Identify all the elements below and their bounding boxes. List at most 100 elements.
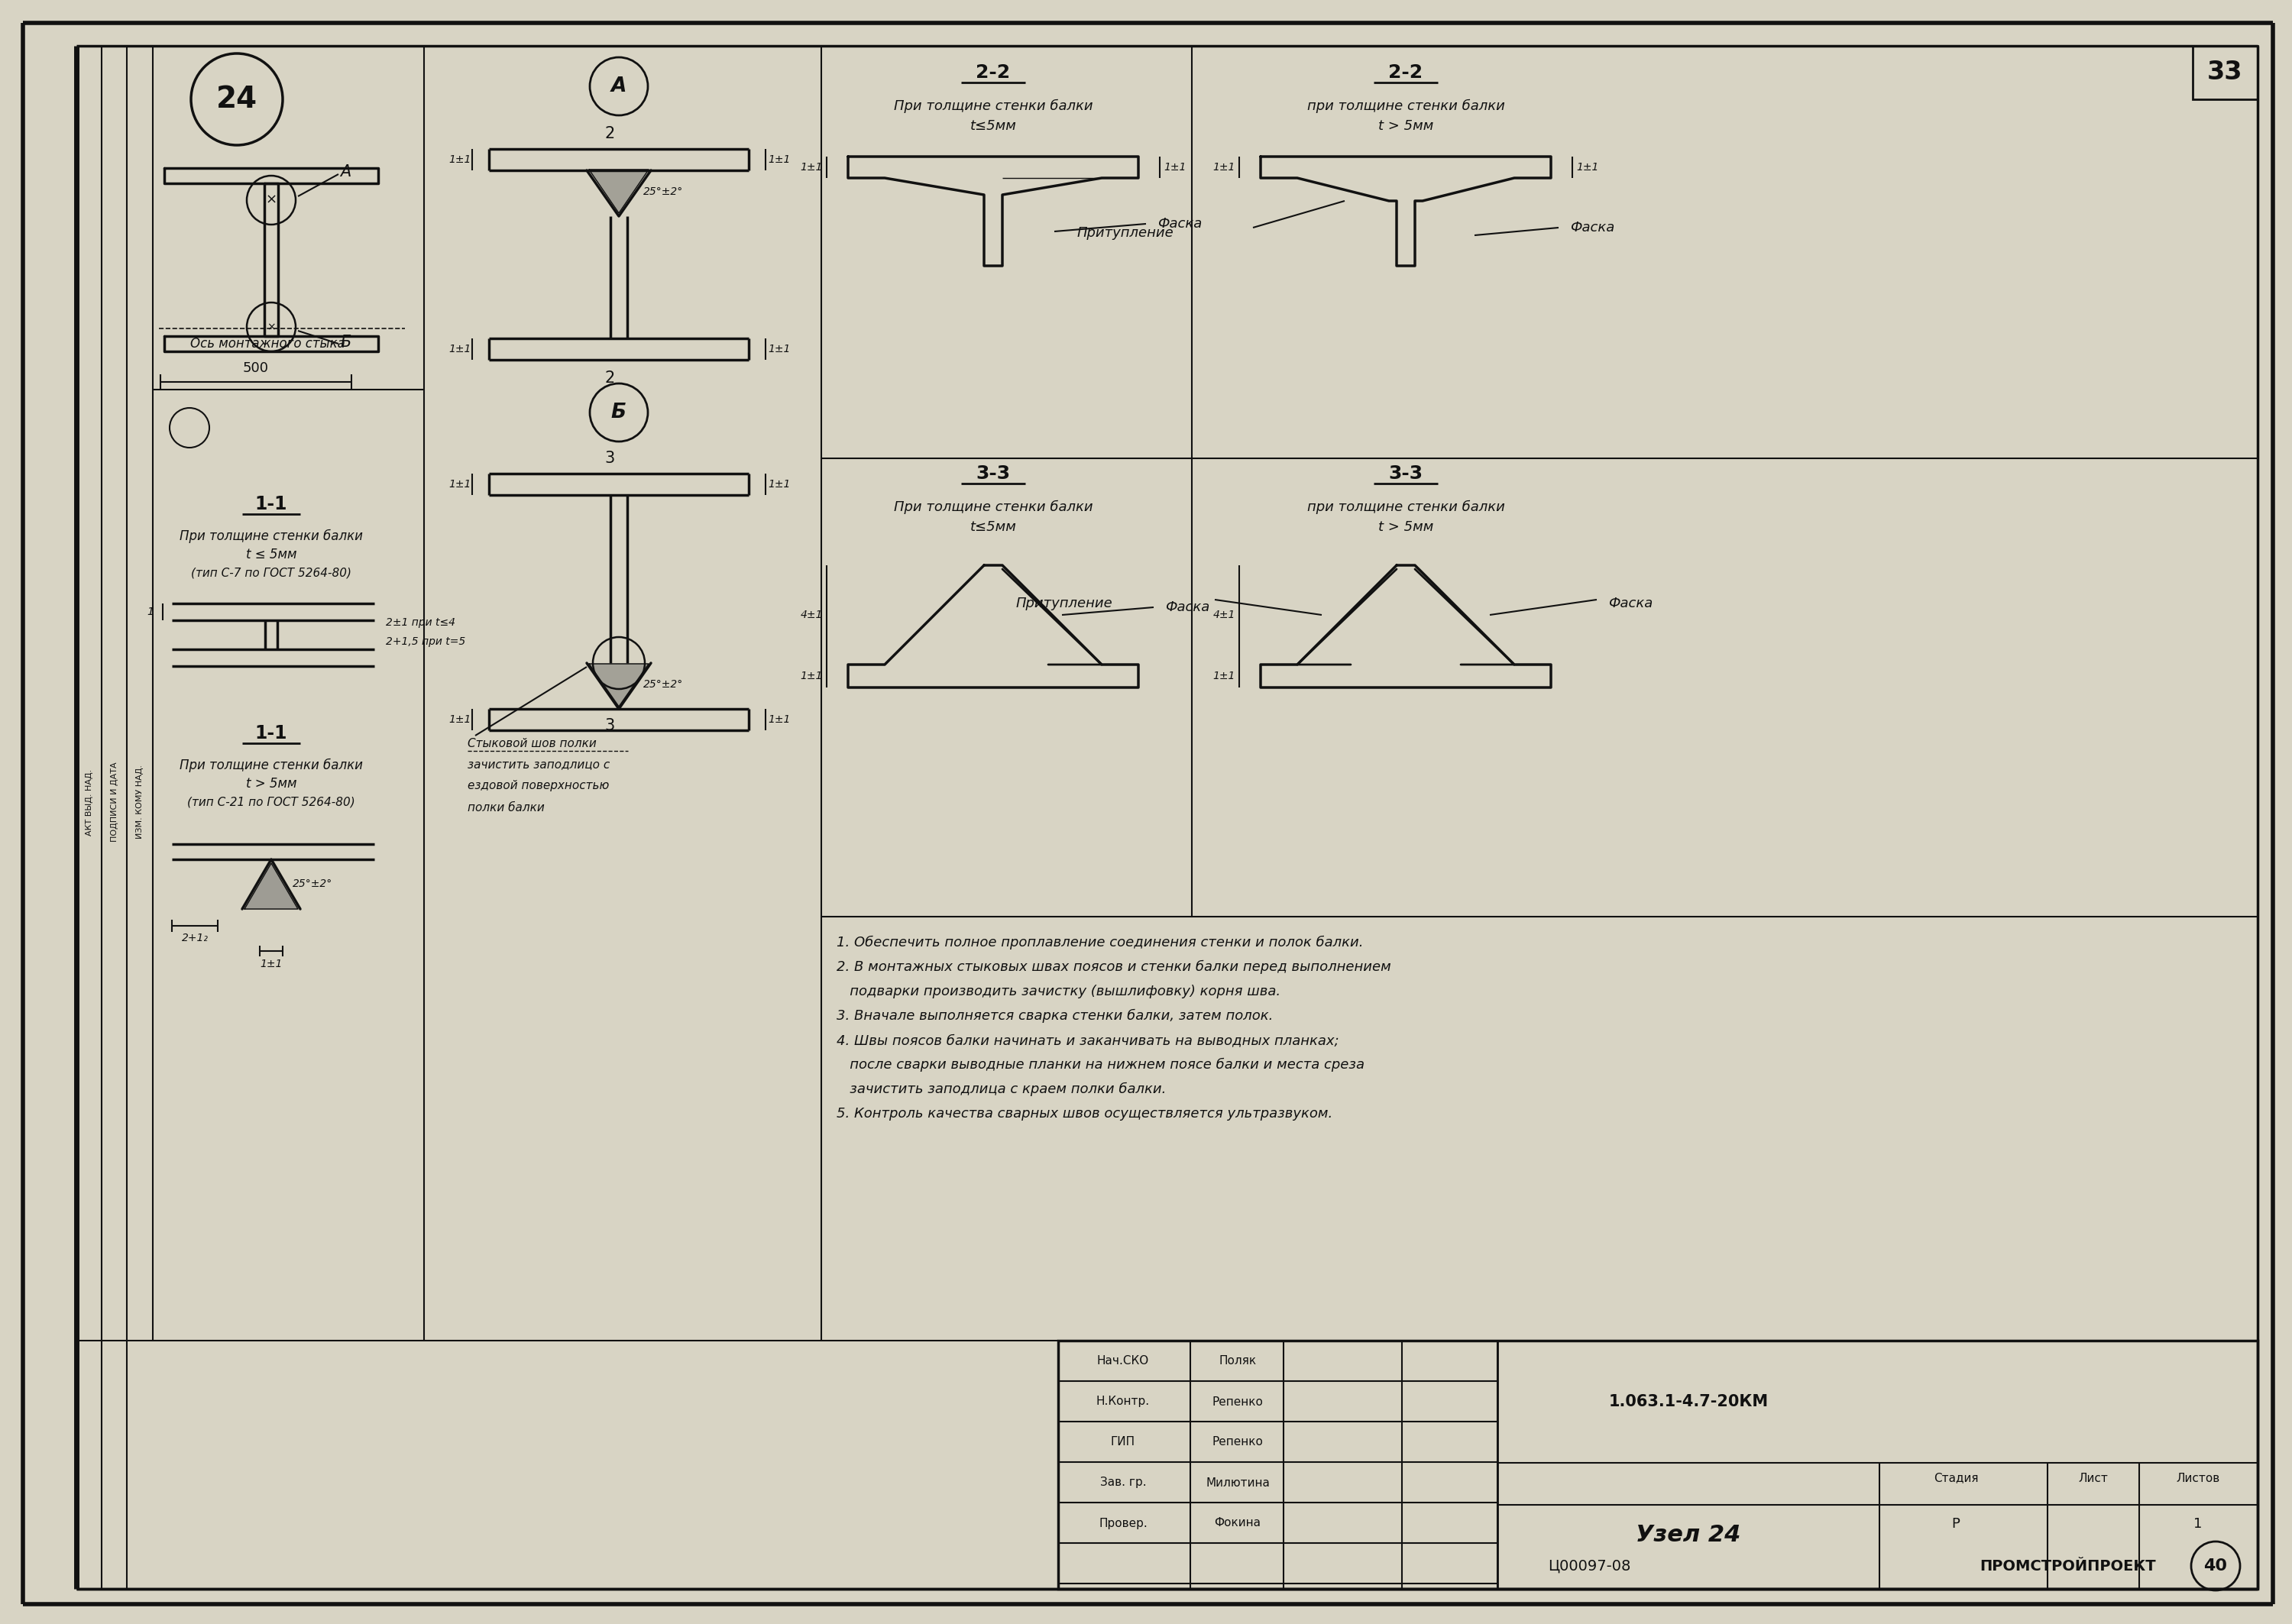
Text: 1.063.1-4.7-20КМ: 1.063.1-4.7-20КМ xyxy=(1609,1393,1769,1410)
Text: 3: 3 xyxy=(605,718,614,734)
Text: 5. Контроль качества сварных швов осуществляется ультразвуком.: 5. Контроль качества сварных швов осущес… xyxy=(837,1108,1332,1121)
Text: 1: 1 xyxy=(147,606,154,617)
Text: ×: × xyxy=(266,193,277,206)
Text: Нач.СКО: Нач.СКО xyxy=(1098,1356,1148,1367)
Text: Зав. гр.: Зав. гр. xyxy=(1100,1476,1146,1489)
Text: 1±1: 1±1 xyxy=(1212,162,1235,172)
Bar xyxy=(2193,45,2258,99)
Text: Ось монтажного стыка: Ось монтажного стыка xyxy=(190,336,344,351)
Text: Притупление: Притупление xyxy=(1015,596,1114,611)
Text: При толщине стенки балки: При толщине стенки балки xyxy=(894,99,1093,114)
Text: При толщине стенки балки: При толщине стенки балки xyxy=(179,529,362,542)
Text: ×: × xyxy=(266,322,275,333)
Text: Фаска: Фаска xyxy=(1609,596,1653,611)
Text: 1±1: 1±1 xyxy=(1212,671,1235,682)
Text: t > 5мм: t > 5мм xyxy=(245,776,296,791)
Text: 1-1: 1-1 xyxy=(254,495,286,513)
Text: 1±1: 1±1 xyxy=(1577,162,1600,172)
Text: 1±1: 1±1 xyxy=(768,154,791,166)
Text: Узел 24: Узел 24 xyxy=(1636,1525,1742,1546)
Text: Репенко: Репенко xyxy=(1212,1437,1263,1449)
Text: 2+1₂: 2+1₂ xyxy=(181,932,209,944)
Text: Репенко: Репенко xyxy=(1212,1397,1263,1408)
Bar xyxy=(1059,1340,2258,1588)
Text: Н.Контр.: Н.Контр. xyxy=(1096,1397,1151,1408)
Text: 40: 40 xyxy=(2205,1559,2228,1574)
Text: при толщине стенки балки: при толщине стенки балки xyxy=(1306,99,1504,114)
Text: А: А xyxy=(612,76,626,96)
Text: (тип С-21 по ГОСТ 5264-80): (тип С-21 по ГОСТ 5264-80) xyxy=(188,796,355,807)
Text: t≤5мм: t≤5мм xyxy=(970,119,1015,133)
Text: 1±1: 1±1 xyxy=(449,344,472,354)
Text: 1±1: 1±1 xyxy=(449,715,472,724)
Text: 2-2: 2-2 xyxy=(1389,63,1423,81)
Text: 1±1: 1±1 xyxy=(768,715,791,724)
Text: 2. В монтажных стыковых швах поясов и стенки балки перед выполнением: 2. В монтажных стыковых швах поясов и ст… xyxy=(837,960,1391,974)
Text: 25°±2°: 25°±2° xyxy=(644,187,683,197)
Text: 33: 33 xyxy=(2207,60,2242,84)
Text: 3-3: 3-3 xyxy=(1389,464,1423,482)
Text: При толщине стенки балки: При толщине стенки балки xyxy=(894,500,1093,515)
Text: 3. Вначале выполняется сварка стенки балки, затем полок.: 3. Вначале выполняется сварка стенки бал… xyxy=(837,1009,1272,1023)
Text: Б: Б xyxy=(612,403,626,422)
Polygon shape xyxy=(589,169,649,213)
Text: (тип С-7 по ГОСТ 5264-80): (тип С-7 по ГОСТ 5264-80) xyxy=(190,567,351,578)
Text: 1-1: 1-1 xyxy=(254,724,286,742)
Text: подварки производить зачистку (вышлифовку) корня шва.: подварки производить зачистку (вышлифовк… xyxy=(837,984,1281,999)
Text: t≤5мм: t≤5мм xyxy=(970,520,1015,534)
Text: t > 5мм: t > 5мм xyxy=(1377,520,1432,534)
Text: t > 5мм: t > 5мм xyxy=(1377,119,1432,133)
Text: Фаска: Фаска xyxy=(1164,601,1210,614)
Text: Фаска: Фаска xyxy=(1157,218,1201,231)
Text: 1±1: 1±1 xyxy=(768,344,791,354)
Text: Листов: Листов xyxy=(2175,1473,2221,1484)
Text: 1±1: 1±1 xyxy=(768,479,791,490)
Text: Фокина: Фокина xyxy=(1215,1517,1261,1528)
Text: 25°±2°: 25°±2° xyxy=(293,879,332,890)
Text: Б: Б xyxy=(339,335,351,349)
Text: 1±1: 1±1 xyxy=(800,671,823,682)
Text: ПОДПИСИ И ДАТА: ПОДПИСИ И ДАТА xyxy=(110,762,119,841)
Text: 1±1: 1±1 xyxy=(259,958,282,970)
Text: АКТ ВЫД. НАД.: АКТ ВЫД. НАД. xyxy=(85,768,94,835)
Text: ИЗМ. КОМУ НАД.: ИЗМ. КОМУ НАД. xyxy=(135,765,144,840)
Text: Лист: Лист xyxy=(2079,1473,2109,1484)
Text: При толщине стенки балки: При толщине стенки балки xyxy=(179,758,362,773)
Text: 3: 3 xyxy=(605,451,614,466)
Text: 24: 24 xyxy=(215,84,257,114)
Text: 2+1,5 при t=5: 2+1,5 при t=5 xyxy=(385,637,465,646)
Text: ездовой поверхностью: ездовой поверхностью xyxy=(468,780,610,793)
Text: ГИП: ГИП xyxy=(1112,1437,1135,1449)
Text: при толщине стенки балки: при толщине стенки балки xyxy=(1306,500,1504,515)
Text: Р: Р xyxy=(1953,1517,1960,1531)
Text: Ц00097-08: Ц00097-08 xyxy=(1547,1559,1630,1574)
Text: 25°±2°: 25°±2° xyxy=(644,679,683,690)
Text: Стыковой шов полки: Стыковой шов полки xyxy=(468,737,596,749)
Polygon shape xyxy=(245,864,298,909)
Text: 2±1 при t≤4: 2±1 при t≤4 xyxy=(385,617,456,628)
Text: 1. Обеспечить полное проплавление соединения стенки и полок балки.: 1. Обеспечить полное проплавление соедин… xyxy=(837,935,1364,950)
Text: Фаска: Фаска xyxy=(1570,221,1614,234)
Text: 2-2: 2-2 xyxy=(976,63,1011,81)
Text: Провер.: Провер. xyxy=(1098,1517,1148,1528)
Text: t ≤ 5мм: t ≤ 5мм xyxy=(245,547,296,562)
Text: Стадия: Стадия xyxy=(1934,1473,1978,1484)
Text: зачистить заподлицо с: зачистить заподлицо с xyxy=(468,758,610,770)
Text: 1±1: 1±1 xyxy=(800,162,823,172)
Text: ПРОМСТРОЙПРОЕКТ: ПРОМСТРОЙПРОЕКТ xyxy=(1980,1559,2157,1574)
Text: Притупление: Притупление xyxy=(1077,226,1174,240)
Text: Милютина: Милютина xyxy=(1206,1476,1270,1489)
Text: 1±1: 1±1 xyxy=(449,154,472,166)
Polygon shape xyxy=(589,664,649,706)
Text: после сварки выводные планки на нижнем поясе балки и места среза: после сварки выводные планки на нижнем п… xyxy=(837,1057,1364,1072)
Text: 1: 1 xyxy=(2193,1517,2203,1531)
Text: А: А xyxy=(339,164,351,180)
Text: 1±1: 1±1 xyxy=(1164,162,1187,172)
Text: 500: 500 xyxy=(243,361,268,375)
Text: 4±1: 4±1 xyxy=(800,609,823,620)
Text: 4±1: 4±1 xyxy=(1212,609,1235,620)
Text: 1±1: 1±1 xyxy=(449,479,472,490)
Text: 3-3: 3-3 xyxy=(976,464,1011,482)
Text: полки балки: полки балки xyxy=(468,802,545,814)
Text: Поляк: Поляк xyxy=(1219,1356,1256,1367)
